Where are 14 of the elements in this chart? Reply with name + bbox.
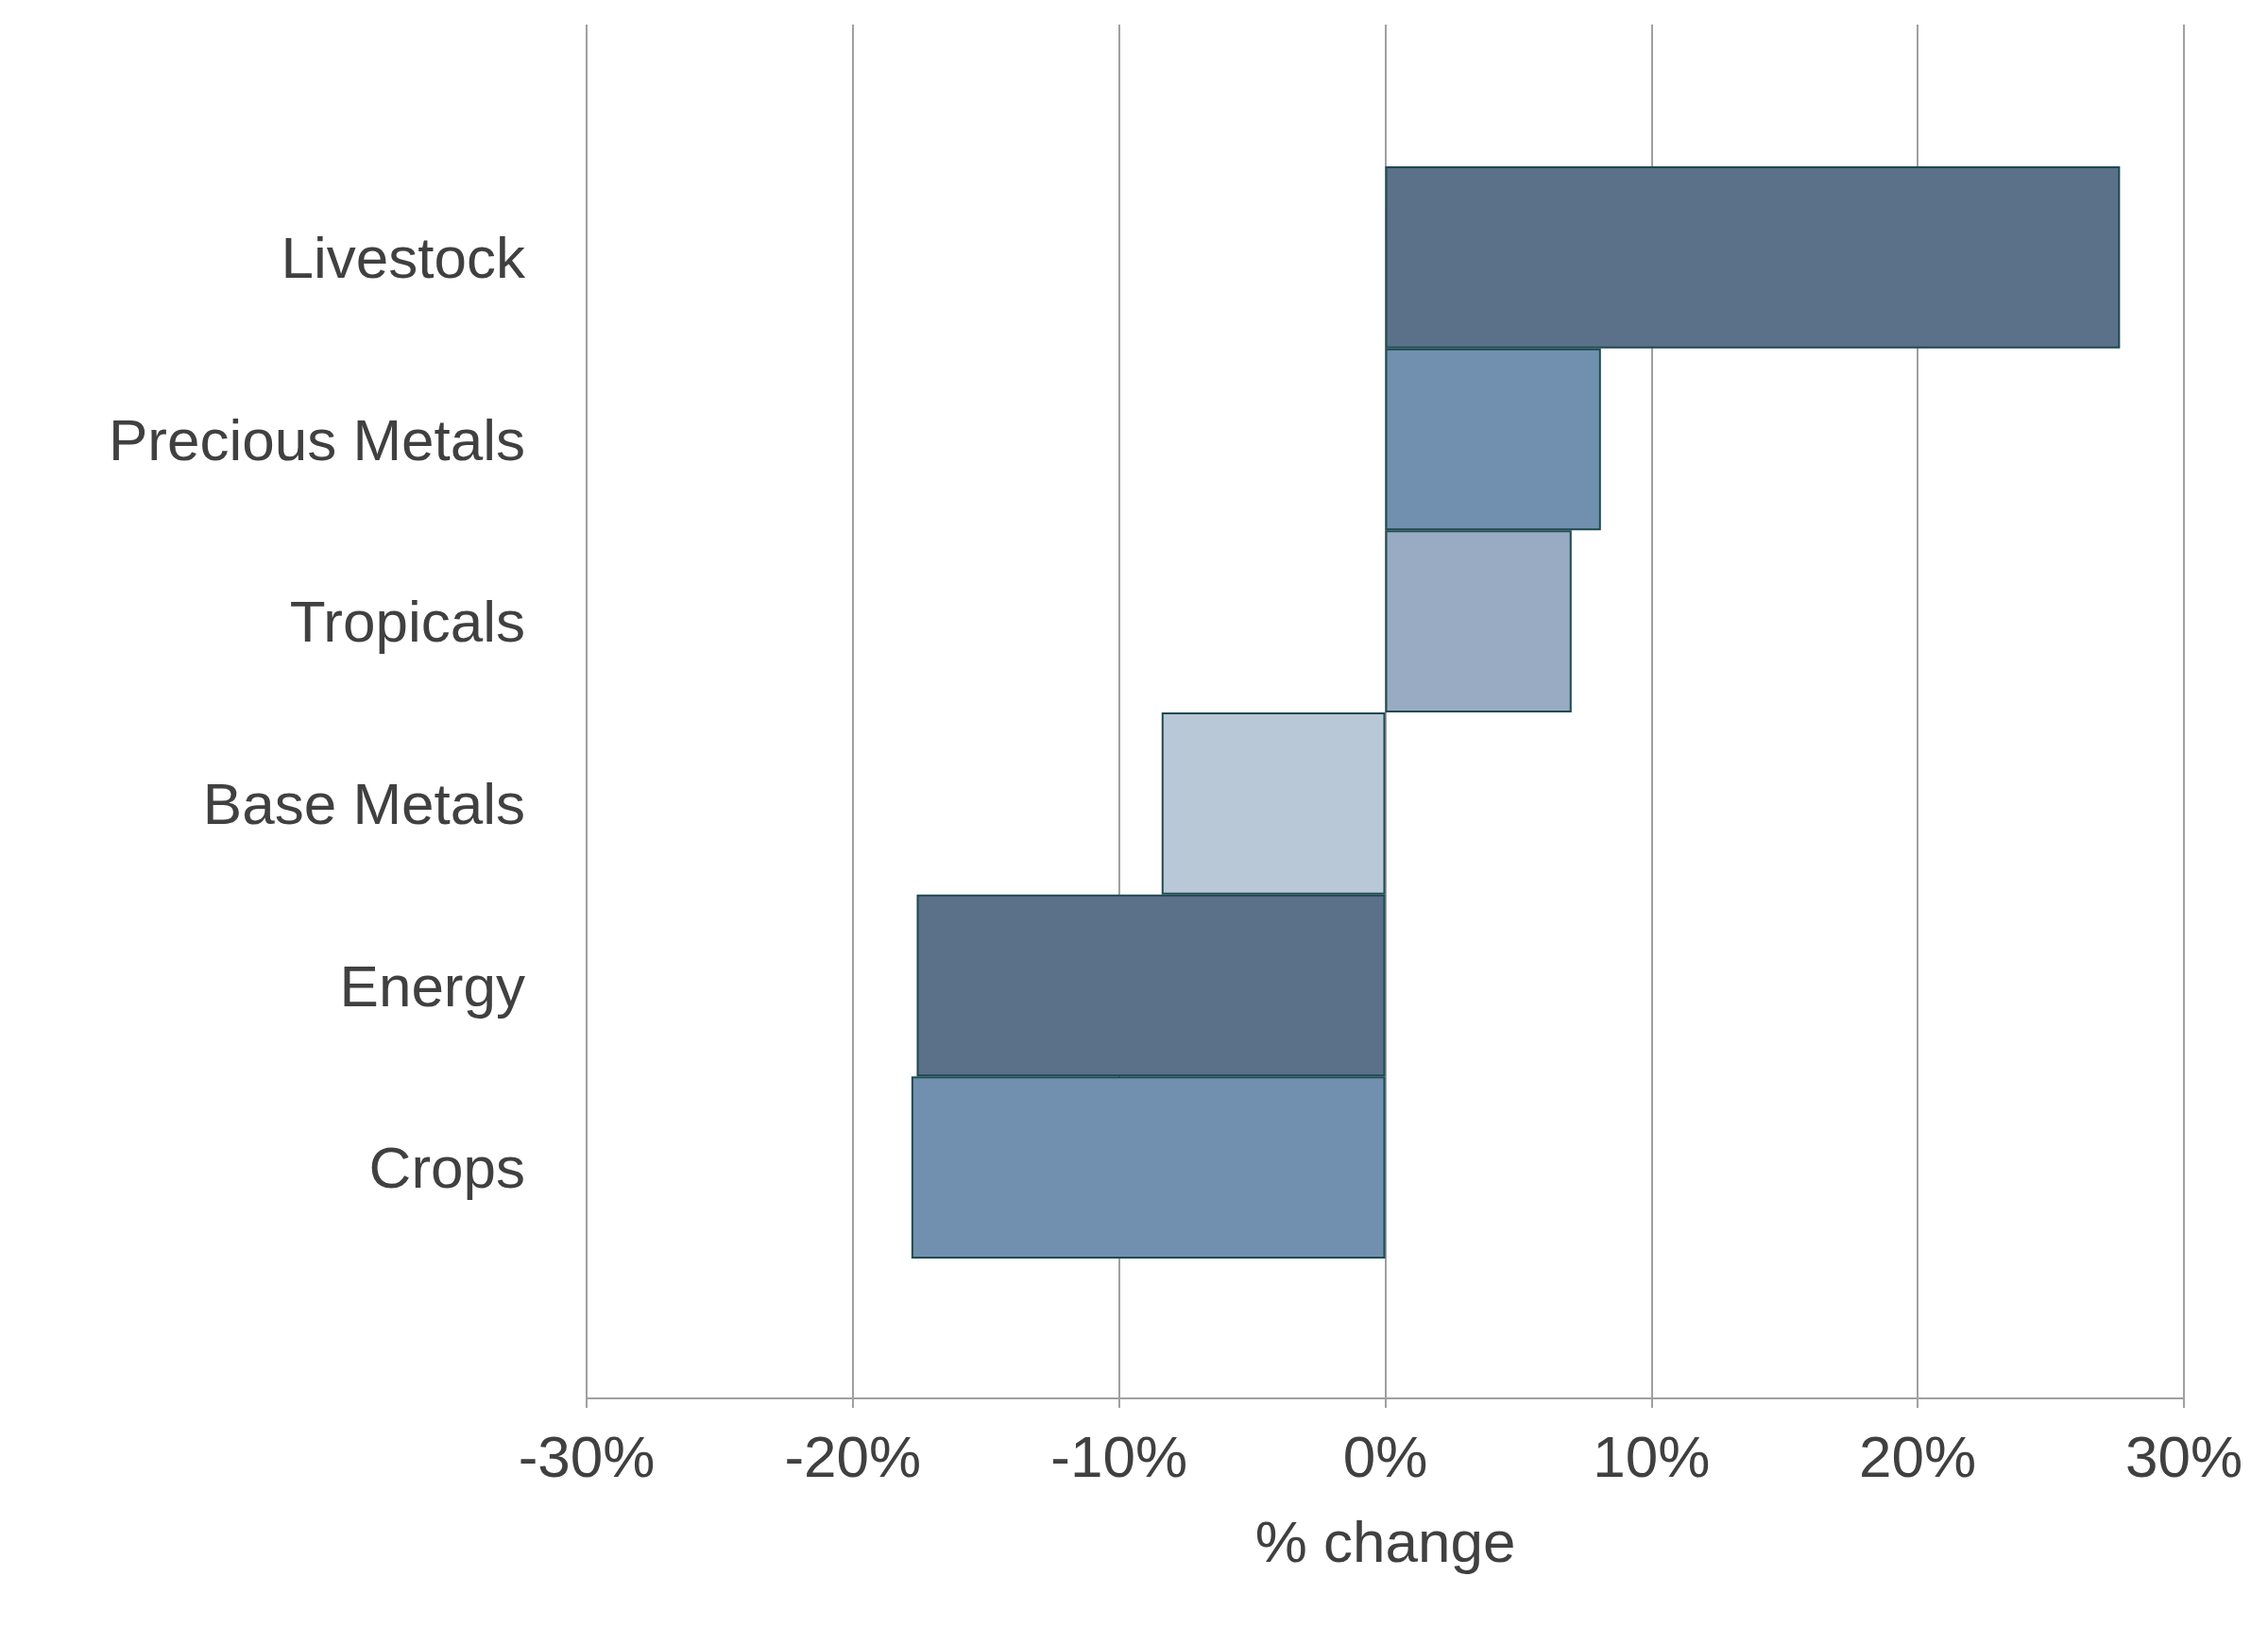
x-tick-label: -20% — [784, 1423, 922, 1489]
y-tick-label: Base Metals — [202, 770, 525, 836]
x-tick-label: 20% — [1859, 1423, 1977, 1489]
x-tick-label: 0% — [1342, 1423, 1428, 1489]
x-tick-label: -10% — [1050, 1423, 1188, 1489]
y-tick-label: Energy — [339, 952, 525, 1019]
y-tick-label: Crops — [368, 1135, 525, 1201]
y-tick-label: Tropicals — [289, 589, 525, 655]
x-axis-title: % change — [1254, 1508, 1516, 1574]
y-tick-label: Precious Metals — [108, 406, 525, 472]
x-tick-label: 10% — [1593, 1423, 1711, 1489]
y-tick-label: Livestock — [281, 224, 526, 290]
x-tick-label: -30% — [518, 1423, 656, 1489]
x-tick-label: 30% — [2124, 1423, 2243, 1489]
